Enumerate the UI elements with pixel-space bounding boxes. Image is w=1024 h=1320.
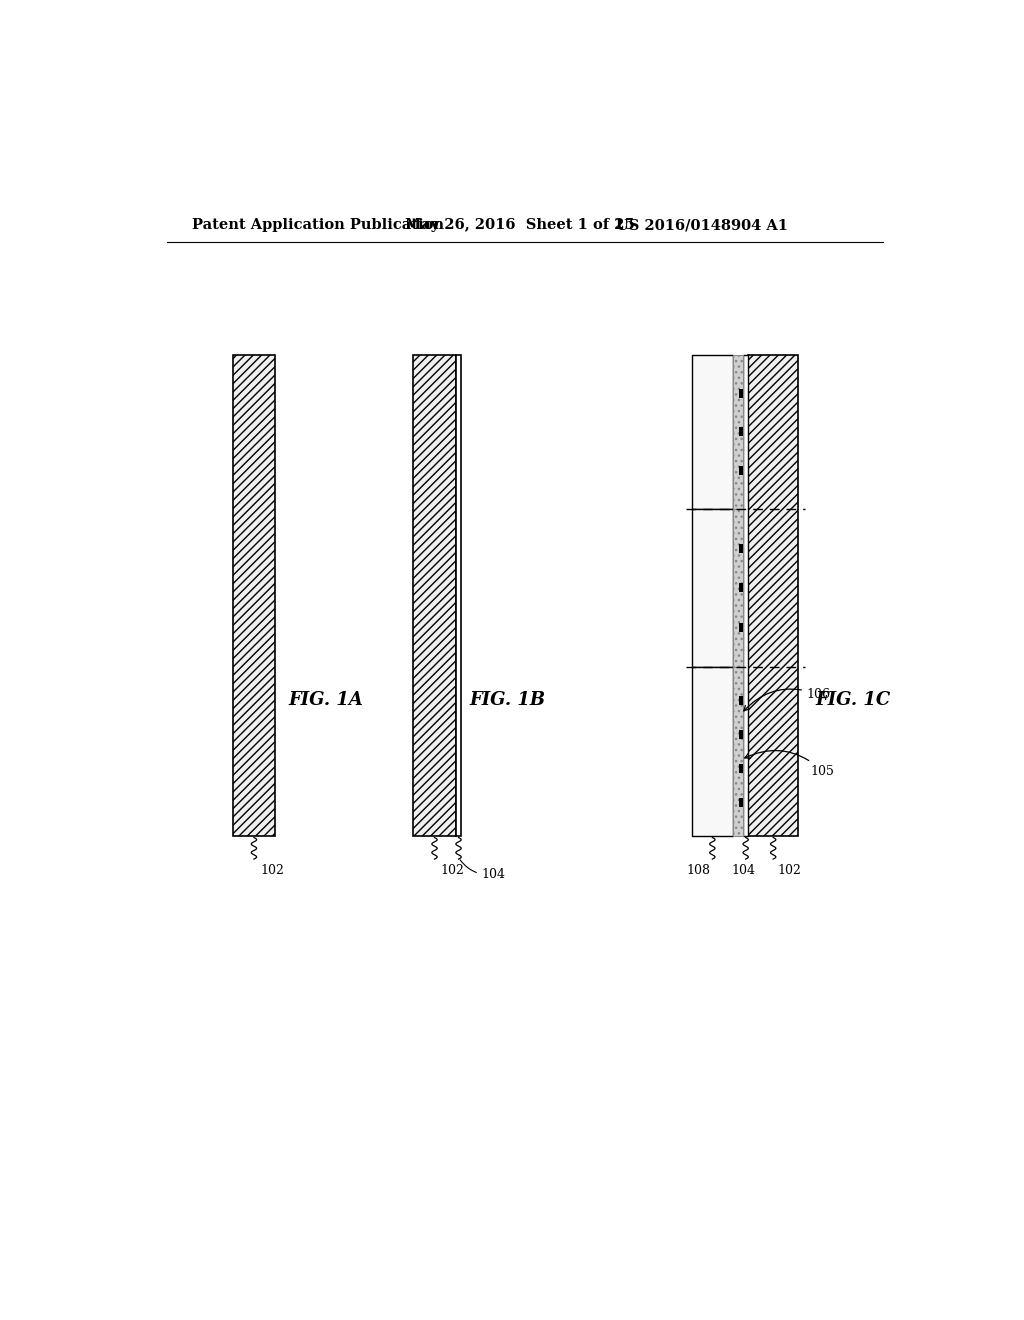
Text: FIG. 1A: FIG. 1A: [288, 692, 364, 709]
Text: US 2016/0148904 A1: US 2016/0148904 A1: [616, 218, 788, 232]
Bar: [456, 355, 461, 836]
Bar: [738, 763, 743, 774]
Text: May 26, 2016  Sheet 1 of 25: May 26, 2016 Sheet 1 of 25: [406, 218, 635, 232]
Bar: [738, 583, 743, 593]
Bar: [738, 388, 743, 397]
Bar: [414, 355, 456, 836]
Bar: [692, 355, 732, 508]
Text: 106: 106: [743, 688, 830, 711]
Bar: [692, 508, 732, 667]
Bar: [732, 508, 743, 667]
Bar: [738, 623, 743, 632]
Text: 105: 105: [744, 751, 835, 777]
Text: 108: 108: [686, 865, 711, 878]
Text: Patent Application Publication: Patent Application Publication: [191, 218, 443, 232]
Bar: [732, 355, 743, 508]
Bar: [738, 696, 743, 705]
Text: 102: 102: [777, 865, 801, 878]
Bar: [738, 730, 743, 739]
Bar: [738, 428, 743, 437]
Text: 102: 102: [440, 865, 465, 878]
Text: FIG. 1B: FIG. 1B: [470, 692, 546, 709]
Bar: [732, 667, 743, 836]
Bar: [748, 355, 799, 836]
Text: 104: 104: [731, 865, 756, 878]
Text: 104: 104: [460, 859, 506, 880]
Text: 102: 102: [260, 865, 284, 878]
Bar: [743, 355, 748, 836]
Text: FIG. 1C: FIG. 1C: [815, 692, 890, 709]
Bar: [692, 667, 732, 836]
Bar: [738, 544, 743, 553]
Bar: [738, 466, 743, 475]
Bar: [738, 797, 743, 807]
Bar: [232, 355, 275, 836]
